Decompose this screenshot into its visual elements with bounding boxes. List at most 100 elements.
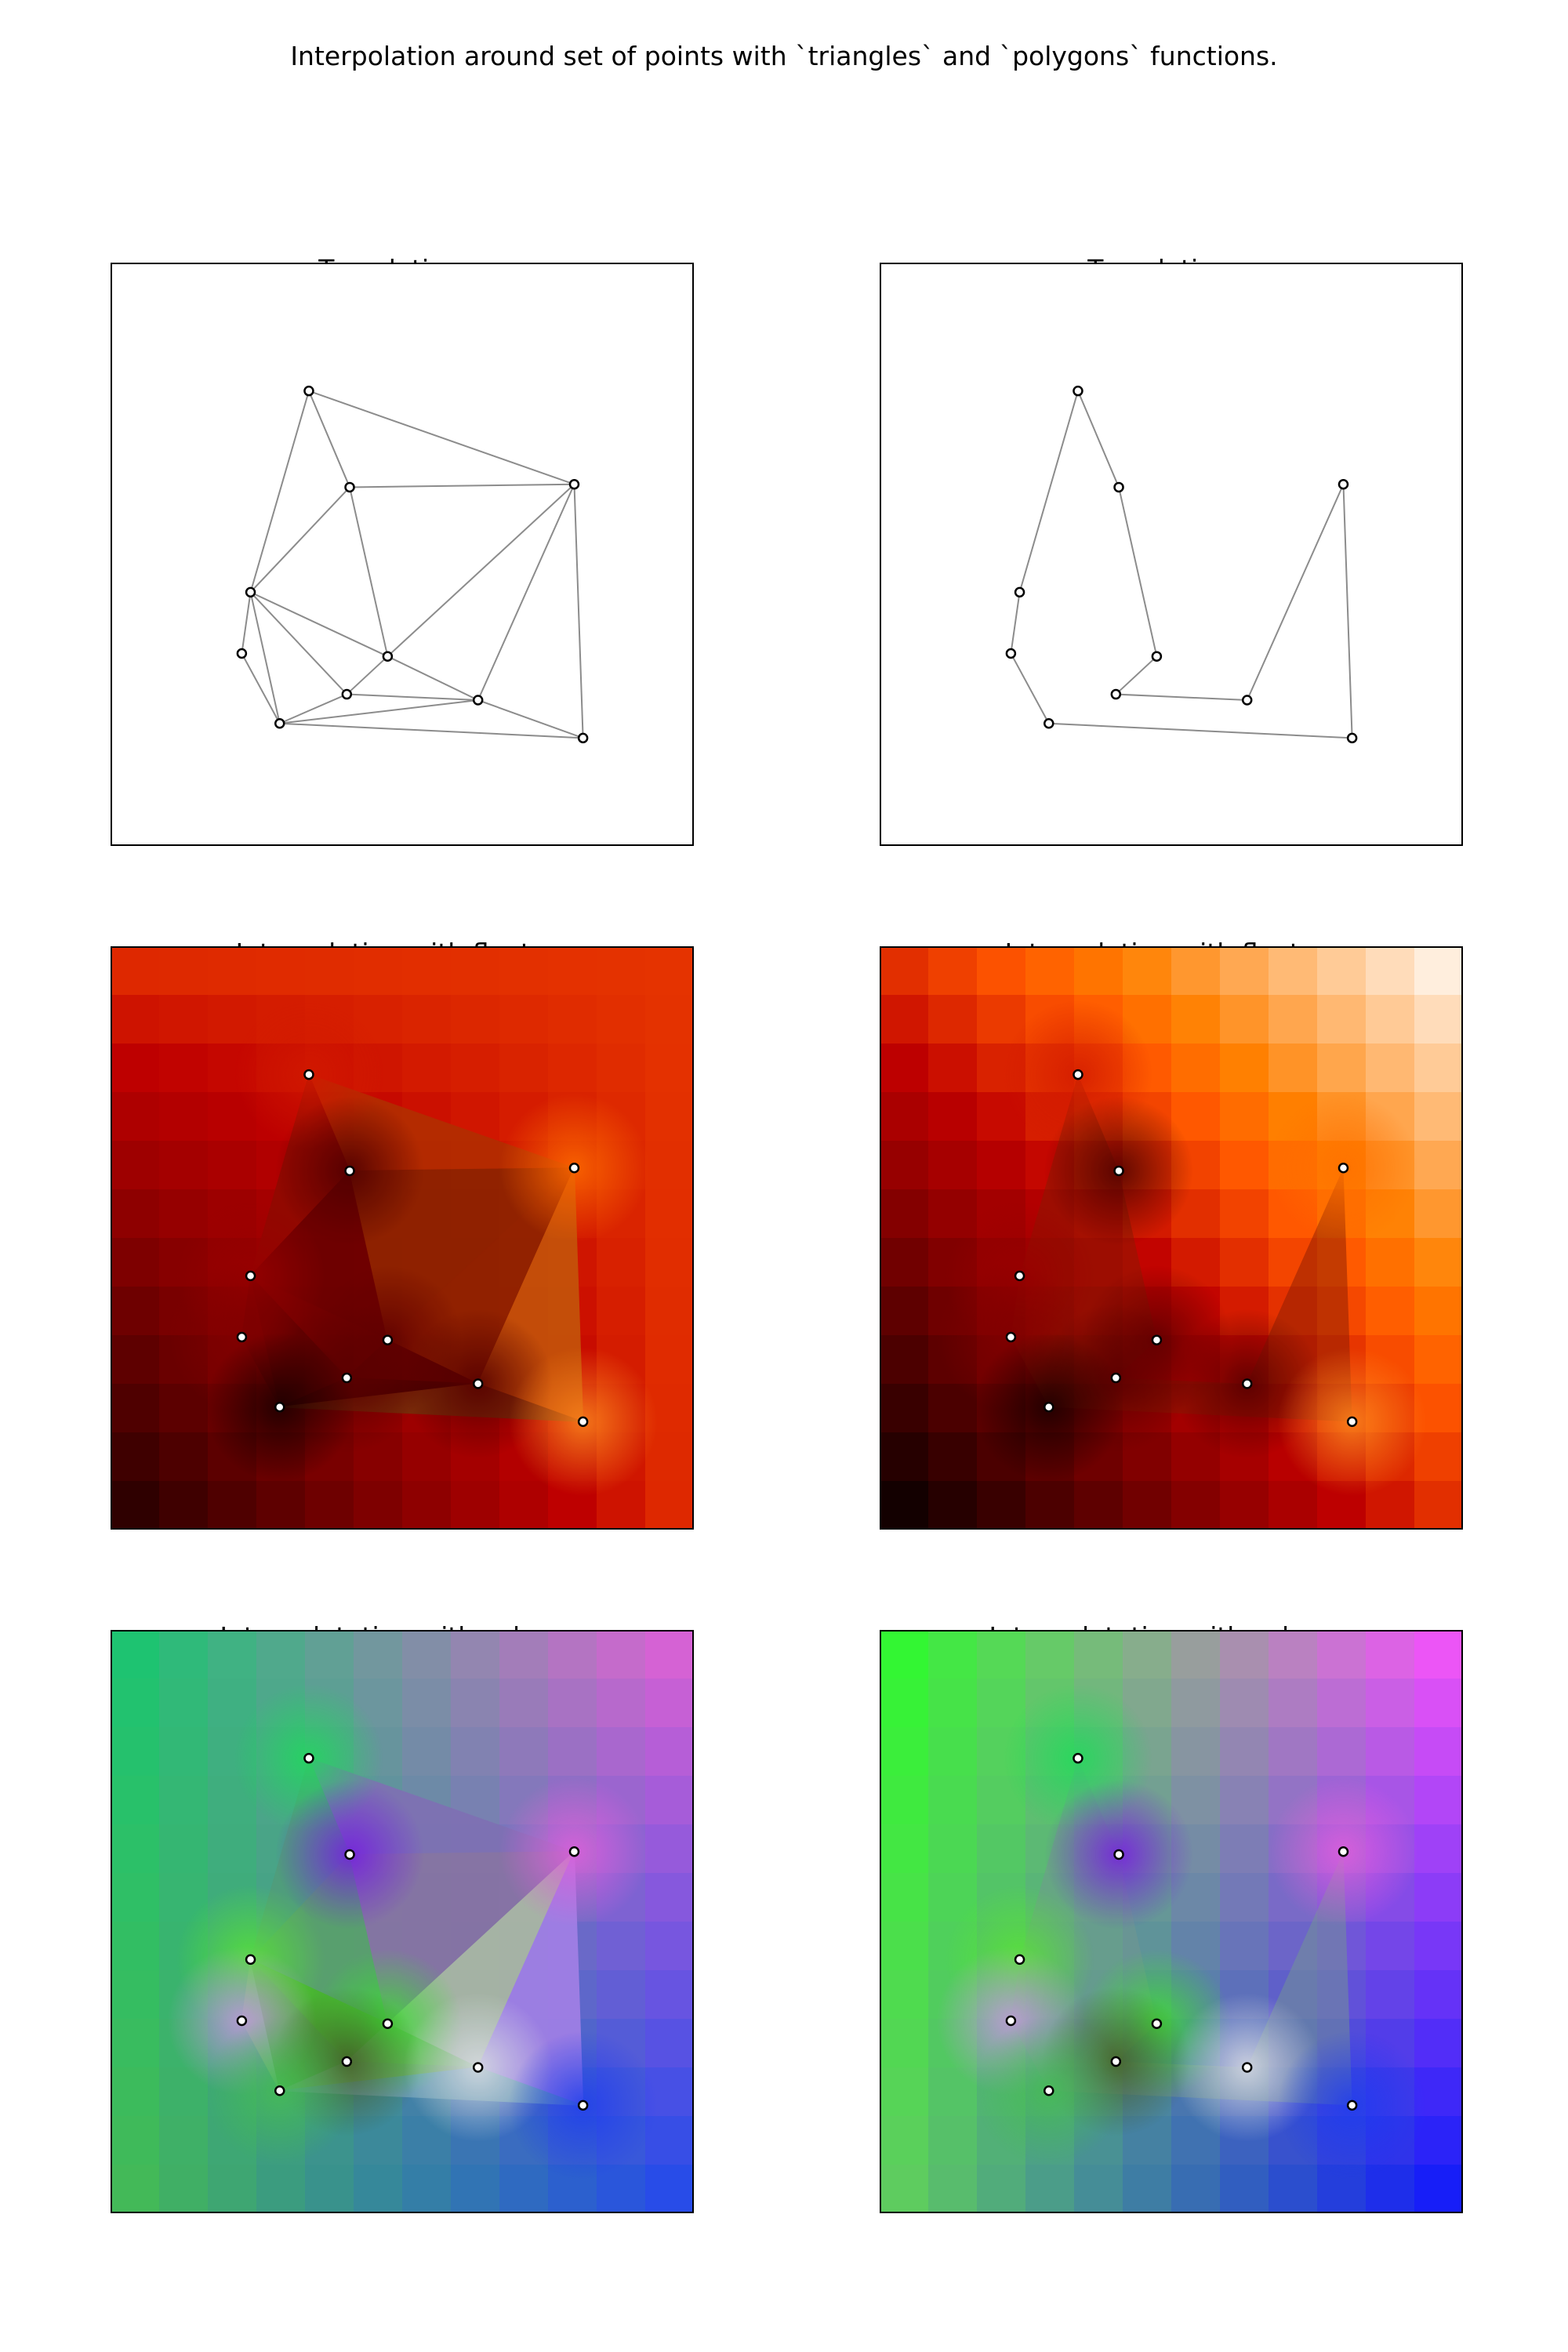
data-point (472, 695, 484, 706)
field-cell (880, 2116, 929, 2165)
data-point (274, 718, 285, 729)
field-cell (1366, 1970, 1415, 2020)
data-point (236, 648, 248, 659)
field-cell (1171, 1630, 1221, 1679)
data-point (303, 1752, 314, 1764)
field-cell (928, 1679, 978, 1728)
triangle-edge (279, 722, 583, 739)
data-point (1151, 2018, 1163, 2029)
field-cell (451, 1044, 500, 1093)
axes-frame (111, 946, 694, 1530)
data-point (341, 688, 353, 700)
field-cell (645, 1287, 694, 1336)
field-cell (159, 946, 209, 996)
data-point (1346, 2100, 1358, 2111)
data-point (1005, 1331, 1017, 1343)
data-point (1014, 1954, 1025, 1965)
data-point (568, 1162, 580, 1174)
field-cell (1317, 995, 1367, 1044)
field-cell (1414, 1727, 1463, 1777)
field-cell (597, 1922, 646, 1971)
data-point (303, 1069, 314, 1080)
triangle-edge (241, 653, 281, 724)
field-cell (111, 1238, 160, 1287)
field-cell (645, 1679, 694, 1728)
field-cell (597, 1287, 646, 1336)
field-cell (1220, 1727, 1269, 1777)
field-cell (159, 1727, 209, 1777)
field-cell (880, 1824, 929, 1874)
field-cell (880, 1189, 929, 1239)
field-cell (402, 2165, 452, 2213)
field-cell (256, 946, 306, 996)
field-cell (354, 1481, 403, 1530)
data-point (344, 1165, 355, 1177)
field-cell (111, 2165, 160, 2213)
field-cell (1366, 1630, 1415, 1679)
triangle-edge (477, 484, 575, 701)
field-cell (928, 1727, 978, 1777)
field-cell (928, 1630, 978, 1679)
field-cell (880, 1287, 929, 1336)
plot-area (880, 1630, 1463, 2213)
field-cell (1269, 995, 1318, 1044)
field-cell (159, 2165, 209, 2213)
field-cell (645, 1922, 694, 1971)
field-cell (1366, 1922, 1415, 1971)
field-cell (928, 1776, 978, 1825)
field-cell (256, 1630, 306, 1679)
field-cell (1414, 1776, 1463, 1825)
triangle-edge (573, 484, 584, 739)
triangle-edge (241, 592, 252, 654)
data-point (382, 1334, 394, 1345)
field-cell (880, 1335, 929, 1385)
field-cell (1171, 1481, 1221, 1530)
field-cell (880, 1384, 929, 1433)
field-cell (597, 1630, 646, 1679)
data-point (245, 1954, 256, 1965)
field-cell (1123, 1481, 1172, 1530)
field-cell (645, 995, 694, 1044)
data-point (1014, 586, 1025, 598)
field-cell (1220, 1092, 1269, 1142)
data-point (1151, 651, 1163, 662)
triangle-edge (250, 591, 388, 658)
field-cell (499, 1727, 549, 1777)
field-cell (159, 1824, 209, 1874)
data-point (1110, 1372, 1122, 1384)
field-cell (880, 1873, 929, 1922)
field-cell (1269, 2165, 1318, 2213)
field-cell (1074, 946, 1123, 996)
field-cell (880, 1970, 929, 2020)
triangle-edge (349, 487, 389, 657)
data-point (1110, 2056, 1122, 2067)
field-cell (645, 1335, 694, 1385)
field-cell (548, 1044, 597, 1093)
field-cell (645, 1092, 694, 1142)
field-cell (1366, 1238, 1415, 1287)
field-cell (977, 1630, 1026, 1679)
data-point (341, 2056, 353, 2067)
field-cell (1414, 1287, 1463, 1336)
tessellation-edges (241, 390, 584, 739)
field-cell (1025, 1481, 1075, 1530)
field-cell (1220, 1776, 1269, 1825)
data-points (236, 385, 589, 744)
field-cell (499, 1044, 549, 1093)
field-cell (1317, 1044, 1367, 1093)
field-cell (1220, 946, 1269, 996)
data-point (303, 385, 314, 397)
plot-background (111, 263, 694, 846)
data-point (344, 1849, 355, 1860)
field-cell (1366, 1727, 1415, 1777)
field-cell (305, 1481, 354, 1530)
field-cell (208, 2165, 257, 2213)
field-cell (1220, 1873, 1269, 1922)
field-cell (402, 1727, 452, 1777)
data-point (1338, 478, 1349, 490)
field-cell (1220, 1044, 1269, 1093)
data-point (1044, 2085, 1054, 2096)
field-cell (111, 1384, 160, 1433)
field-cell (499, 2165, 549, 2213)
triangle-edge (279, 699, 478, 724)
